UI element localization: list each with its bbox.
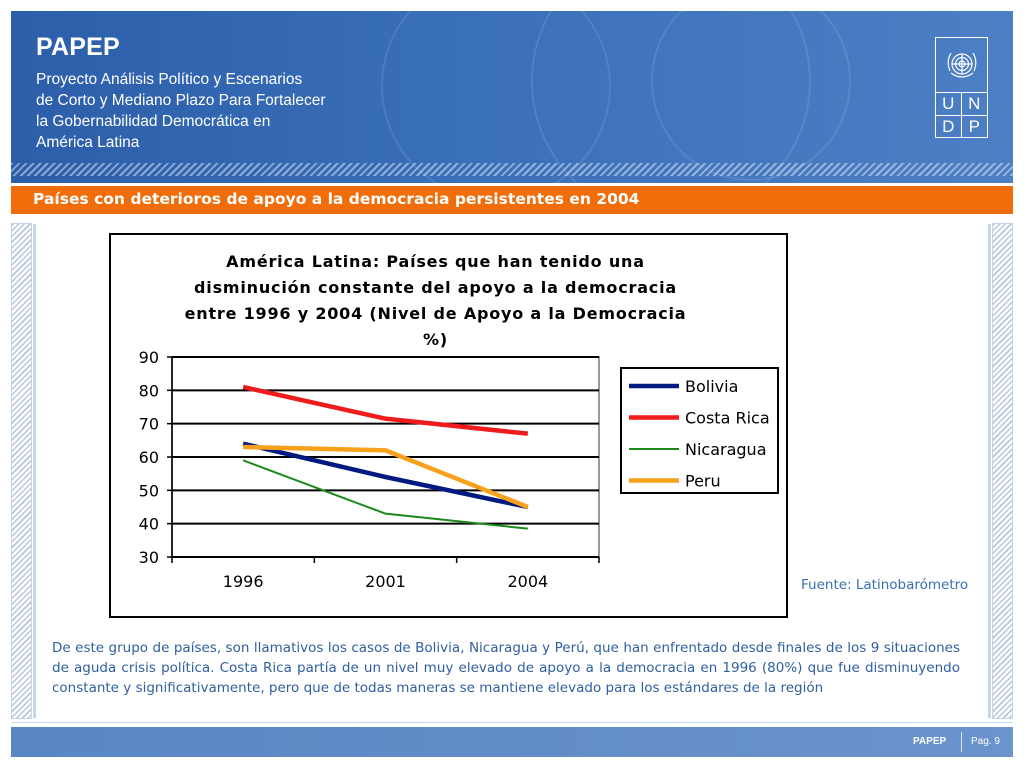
line-chart: América Latina: Países que han tenido un…	[139, 252, 779, 591]
divider	[11, 722, 1013, 723]
series-line-costa-rica	[242, 384, 529, 436]
undp-letter: N	[961, 93, 987, 116]
legend-label: Nicaragua	[685, 440, 767, 459]
legend-label: Peru	[685, 472, 721, 491]
series-line-peru	[243, 444, 529, 510]
x-tick-label: 1996	[223, 572, 264, 591]
legend-label: Bolivia	[685, 377, 738, 396]
undp-letter: D	[936, 115, 962, 138]
section-band: Países con deterioros de apoyo a la demo…	[11, 186, 1013, 214]
series-line-bolivia	[242, 441, 529, 510]
header-title: PAPEP	[36, 33, 120, 61]
side-bar-left	[11, 223, 36, 719]
chart-title-line: disminución constante del apoyo a la dem…	[194, 278, 677, 297]
source-note: Fuente: Latinobarómetro	[801, 577, 969, 593]
header-subtitle-line: Proyecto Análisis Político y Escenarios	[36, 71, 303, 88]
chart-frame: América Latina: Países que han tenido un…	[109, 233, 788, 618]
y-tick-label: 30	[139, 548, 159, 567]
footer-label: PAPEP	[913, 736, 947, 747]
body-paragraph: De este grupo de países, son llamativos …	[52, 640, 960, 696]
chart-title-line: entre 1996 y 2004 (Nivel de Apoyo a la D…	[185, 304, 687, 323]
header-banner: PAPEP Proyecto Análisis Político y Escen…	[11, 11, 1013, 183]
x-tick-label: 2001	[365, 572, 406, 591]
header-subtitle-line: de Corto y Mediano Plazo Para Fortalecer	[36, 92, 326, 109]
y-tick-label: 90	[139, 348, 159, 367]
header-subtitle-line: América Latina	[36, 134, 140, 151]
header-subtitle-line: la Gobernabilidad Democrática en	[36, 113, 271, 130]
y-tick-label: 50	[139, 481, 159, 500]
y-tick-label: 60	[139, 448, 159, 467]
legend-box	[620, 367, 779, 494]
series-line-nicaragua	[242, 459, 528, 530]
undp-logo: U N D P	[935, 37, 988, 138]
side-bar-right	[988, 223, 1013, 719]
y-tick-label: 40	[139, 515, 159, 534]
chart-title-line: %)	[423, 330, 448, 349]
header-stripe	[11, 163, 1013, 176]
undp-letter: U	[936, 93, 962, 116]
chart-title-line: América Latina: Países que han tenido un…	[226, 252, 645, 271]
undp-letter: P	[968, 116, 980, 136]
legend-label: Costa Rica	[685, 409, 770, 428]
page-number: Pag. 9	[971, 736, 1000, 747]
header-subtitle: Proyecto Análisis Político y Escenarios …	[36, 69, 396, 153]
x-tick-label: 2004	[507, 572, 548, 591]
footer-bar: PAPEP Pag. 9	[11, 727, 1013, 757]
footer-separator	[961, 732, 962, 752]
section-title: Países con deterioros de apoyo a la demo…	[33, 190, 640, 208]
y-tick-label: 70	[139, 415, 159, 434]
un-emblem-icon	[936, 38, 987, 93]
y-tick-label: 80	[139, 381, 159, 400]
